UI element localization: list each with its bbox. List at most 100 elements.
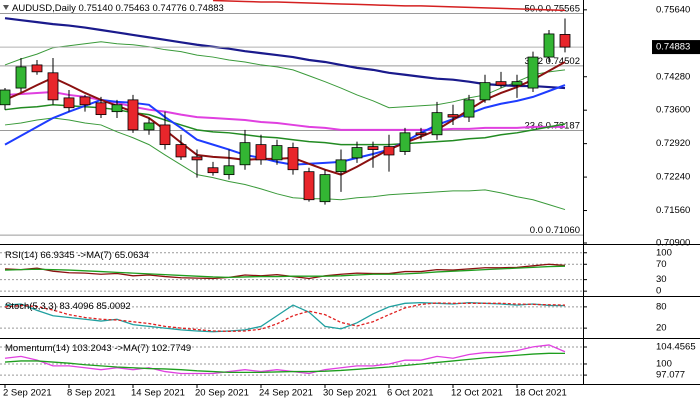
candle-body (95, 102, 107, 116)
indicator-value: 85.0092 (96, 301, 130, 312)
candle-body (495, 81, 507, 86)
candle-body (319, 174, 331, 203)
y-tick-label: 100 (656, 358, 672, 369)
ohlc-value: 0.75140 (79, 3, 113, 14)
symbol-icon (3, 5, 9, 10)
fib-level-name: 50.0 (525, 3, 544, 14)
fib-label: 50.0 0.75565 (525, 3, 580, 14)
candle-body (527, 56, 539, 89)
y-tick-label: 0.75640 (656, 4, 690, 15)
indicator-value: 83.4096 (59, 301, 93, 312)
y-tick-label: 0.70900 (656, 238, 690, 249)
candle-body (143, 122, 155, 131)
indicator-name: ->MA(7) (114, 343, 149, 354)
indicator-line (4, 265, 566, 278)
y-tick-label: 0.71560 (656, 205, 690, 216)
x-tick-label: 18 Oct 2021 (515, 388, 567, 399)
x-tick-label: 24 Sep 2021 (259, 388, 313, 399)
fib-label: 23.6 0.73187 (525, 120, 580, 131)
chart-header: AUDUSD,Daily 0.75140 0.75463 0.74776 0.7… (12, 3, 224, 14)
candle-body (255, 144, 267, 161)
y-tick-label: 0.73600 (656, 105, 690, 116)
ohlc-value: 0.74776 (152, 3, 186, 14)
candle-body (159, 124, 171, 146)
candle-body (31, 64, 43, 73)
indicator-line (4, 301, 566, 333)
indicator-header: Stoch(5,3,3) 83.4096 85.0092 (5, 301, 131, 312)
y-tick-label: 70 (656, 259, 667, 270)
y-tick-label: 0.72920 (656, 138, 690, 149)
candle-body (191, 156, 203, 161)
candle-body (479, 82, 491, 101)
x-tick-label: 2 Sep 2021 (3, 388, 52, 399)
indicator-value: 102.7749 (152, 343, 192, 354)
candle-body (223, 165, 235, 176)
candle-body (271, 145, 283, 161)
candle-body (511, 81, 523, 86)
candle-body (175, 144, 187, 158)
y-tick-label: 30 (656, 274, 667, 285)
y-tick-label: 0.74280 (656, 71, 690, 82)
candle-body (111, 104, 123, 113)
fib-label: 0.0 0.71060 (530, 225, 580, 236)
current-price-box (652, 40, 700, 55)
ohlc-value: 0.75463 (116, 3, 150, 14)
indicator-value: 65.0634 (115, 250, 149, 261)
fib-level-value: 0.73187 (546, 120, 580, 131)
indicator-value: 103.2043 (72, 343, 112, 354)
y-tick-label: 20 (656, 323, 667, 334)
candle-body (47, 72, 59, 101)
y-tick-label: 104.4565 (656, 342, 696, 353)
candle-body (543, 33, 555, 58)
candle-body (447, 114, 459, 118)
indicator-line (4, 41, 566, 109)
candle-body (79, 96, 91, 106)
x-tick-label: 8 Sep 2021 (67, 388, 116, 399)
candle-body (207, 167, 219, 174)
candle-body (303, 171, 315, 201)
y-tick-label: 0.72240 (656, 172, 690, 183)
indicator-line (4, 117, 566, 211)
x-tick-label: 20 Sep 2021 (195, 388, 249, 399)
indicator-header: Momentum(14) 103.2043 ->MA(7) 102.7749 (5, 343, 191, 354)
indicator-name: Stoch(5,3,3) (5, 301, 57, 312)
indicator-header: RSI(14) 66.9345 ->MA(7) 65.0634 (5, 250, 149, 261)
x-tick-label: 6 Oct 2021 (387, 388, 433, 399)
fib-level-value: 0.74502 (546, 55, 580, 66)
candle-body (351, 147, 363, 159)
candle-body (127, 99, 139, 131)
candle-body (463, 99, 475, 118)
indicator-line (4, 352, 566, 373)
candle-body (431, 112, 443, 136)
candle-body (383, 146, 395, 156)
x-tick-label: 14 Sep 2021 (131, 388, 185, 399)
candle-body (335, 159, 347, 173)
indicator-line (212, 0, 566, 12)
ohlc-value: 0.74883 (189, 3, 223, 14)
indicator-line (4, 17, 566, 90)
symbol-title: AUDUSD,Daily (12, 3, 76, 14)
x-tick-label: 30 Sep 2021 (323, 388, 377, 399)
fib-level-name: 23.6 (525, 120, 544, 131)
indicator-value: 66.9345 (40, 250, 74, 261)
fib-level-value: 0.71060 (546, 225, 580, 236)
candle-body (367, 146, 379, 150)
indicator-line (4, 263, 566, 280)
candle-body (399, 132, 411, 152)
fib-level-value: 0.75565 (546, 3, 580, 14)
candle-body (0, 89, 11, 106)
indicator-name: Momentum(14) (5, 343, 69, 354)
fib-level-name: 0.0 (530, 225, 543, 236)
indicator-name: RSI(14) (5, 250, 38, 261)
x-tick-label: 12 Oct 2021 (451, 388, 503, 399)
y-tick-label: 80 (656, 301, 667, 312)
y-tick-label: 100 (656, 247, 672, 258)
y-tick-label: 0 (656, 286, 661, 297)
candle-body (15, 66, 27, 89)
y-tick-label: 97.077 (656, 370, 685, 381)
candle-body (239, 142, 251, 166)
candle-body (63, 97, 75, 109)
